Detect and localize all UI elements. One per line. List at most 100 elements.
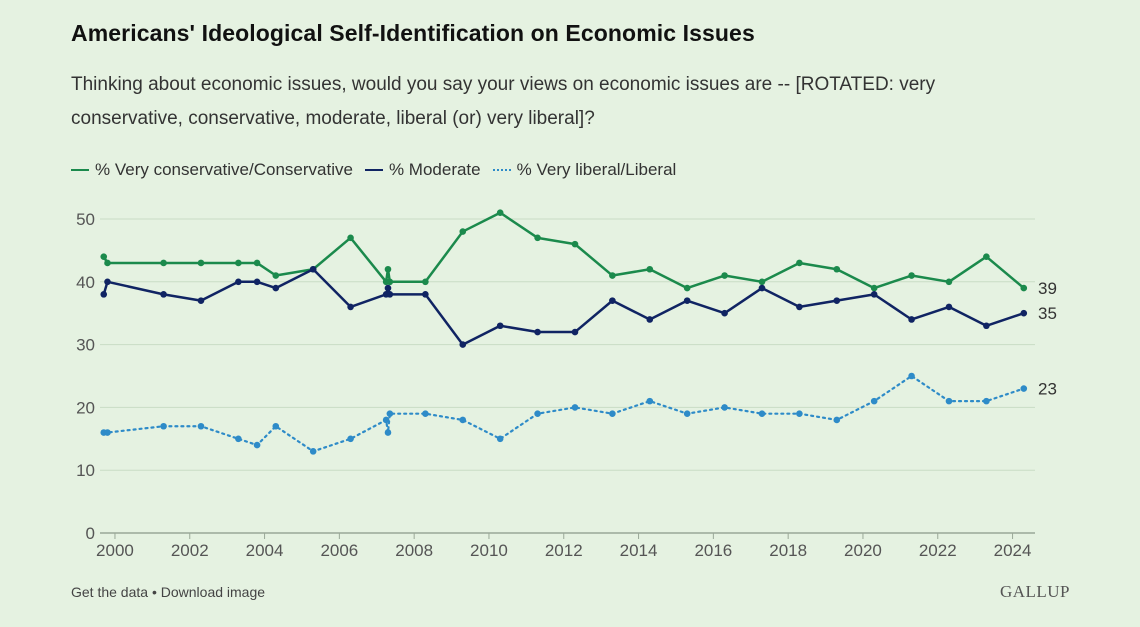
legend-swatch-liberal [492,169,511,171]
legend-swatch-conservative [71,169,89,171]
data-point-moderate [571,328,579,336]
data-point-moderate [459,341,467,348]
data-point-moderate [384,284,392,292]
data-point-moderate [347,303,354,311]
data-point-liberal [382,416,390,424]
download-image-link[interactable]: Download image [160,584,266,600]
data-point-moderate [386,291,394,298]
data-point-liberal [459,416,467,424]
data-point-conservative [1020,284,1028,292]
y-tick-label: 40 [76,273,95,292]
data-point-conservative [272,272,280,279]
data-point-conservative [683,284,691,292]
data-point-conservative [347,234,354,242]
x-tick-label: 2020 [844,541,882,560]
legend-label-liberal: % Very liberal/Liberal [516,160,677,179]
data-point-conservative [571,240,579,248]
data-point-conservative [908,272,915,279]
data-point-moderate [945,303,953,311]
end-label-moderate: 35 [1038,304,1057,323]
end-label-liberal: 23 [1038,380,1057,399]
x-tick-label: 2000 [96,541,134,560]
data-point-liberal [609,410,616,417]
chart-legend: % Very conservative/Conservative % Moder… [71,160,688,180]
data-point-moderate [1020,309,1028,317]
data-point-liberal [104,429,111,436]
x-tick-label: 2016 [694,541,732,560]
data-point-moderate [683,297,691,304]
legend-swatch-moderate [364,169,383,171]
data-point-conservative [534,234,541,242]
data-point-conservative [386,278,394,286]
data-point-conservative [833,265,841,273]
data-point-liberal [386,410,394,417]
y-tick-label: 30 [76,336,95,355]
data-point-liberal [272,422,280,430]
data-point-liberal [833,416,841,424]
data-point-conservative [758,278,766,286]
data-point-liberal [683,410,691,417]
legend-item-liberal: % Very liberal/Liberal [492,160,677,180]
data-point-liberal [571,404,579,411]
data-point-conservative [459,228,467,235]
x-tick-label: 2010 [470,541,508,560]
data-point-liberal [534,410,541,417]
data-point-liberal [721,404,728,411]
x-tick-label: 2006 [320,541,358,560]
chart-subtitle: Thinking about economic issues, would yo… [71,74,936,129]
data-point-conservative [721,272,728,279]
footer-separator: • [151,584,157,600]
series-line-liberal [102,374,1025,453]
data-point-liberal [253,441,261,449]
data-point-liberal [422,410,429,417]
data-point-liberal [908,372,915,380]
data-point-moderate [983,322,990,330]
data-point-moderate [104,278,111,286]
data-point-conservative [253,259,261,267]
data-point-moderate [870,291,878,298]
chart-title: Americans' Ideological Self-Identificati… [71,20,755,46]
y-tick-label: 0 [86,524,95,543]
data-point-liberal [197,422,205,430]
y-tick-label: 10 [76,461,95,480]
data-point-liberal [309,448,317,455]
data-point-moderate [496,322,504,330]
data-point-moderate [796,303,803,311]
legend-item-moderate: % Moderate [364,160,481,180]
x-tick-label: 2002 [171,541,209,560]
series-line-conservative [102,211,1025,290]
x-tick-label: 2008 [395,541,433,560]
data-point-moderate [309,265,317,273]
data-point-conservative [870,284,878,292]
data-point-conservative [496,209,504,217]
x-tick-label: 2004 [246,541,284,560]
data-point-moderate [534,328,541,336]
data-point-liberal [796,410,803,417]
gallup-logo: GALLUP [999,582,1070,601]
data-point-moderate [833,297,841,304]
x-tick-label: 2012 [545,541,583,560]
x-tick-label: 2014 [620,541,658,560]
data-point-liberal [347,435,354,443]
x-tick-label: 2018 [769,541,807,560]
data-point-liberal [1020,385,1028,392]
data-point-conservative [384,265,392,273]
data-point-moderate [272,284,280,292]
x-tick-label: 2024 [994,541,1032,560]
end-label-conservative: 39 [1038,279,1057,298]
data-point-liberal [384,429,392,436]
data-point-conservative [235,259,242,267]
data-point-liberal [983,397,990,405]
data-point-liberal [235,435,242,443]
data-point-liberal [758,410,766,417]
data-point-moderate [758,284,766,292]
data-point-conservative [104,259,111,267]
get-data-link[interactable]: Get the data [71,584,149,600]
data-point-liberal [870,397,878,405]
data-point-moderate [721,309,728,317]
data-point-moderate [908,316,915,323]
data-point-conservative [422,278,429,286]
data-point-conservative [646,265,654,273]
x-tick-label: 2022 [919,541,957,560]
